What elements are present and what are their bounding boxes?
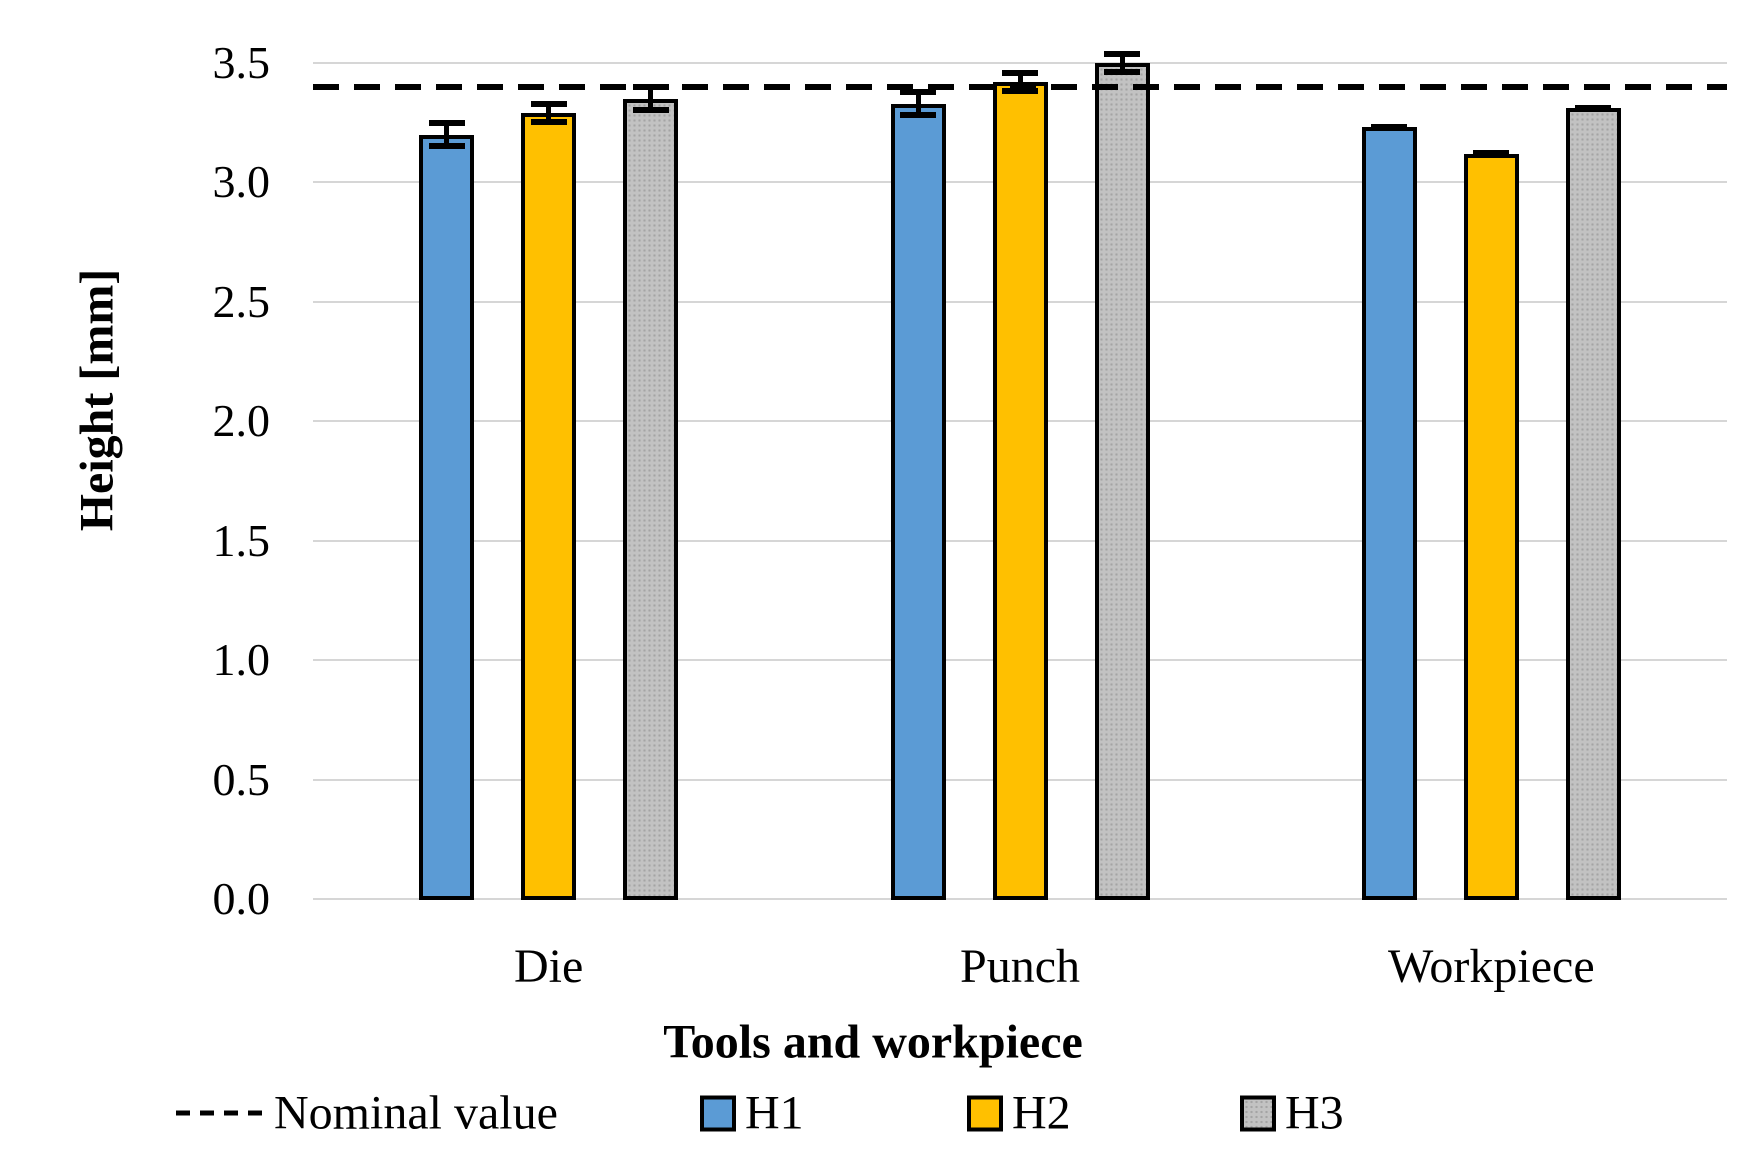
legend-label-h1: H1 <box>745 1086 804 1140</box>
error-bar-cap-bottom <box>900 111 936 118</box>
bar-h3-die <box>623 98 679 900</box>
error-bar-cap-bottom <box>428 142 465 149</box>
error-bar <box>915 89 921 118</box>
y-tick-label: 3.0 <box>212 156 271 208</box>
error-bar-cap-top <box>632 84 669 91</box>
error-bar <box>1119 50 1125 75</box>
y-tick-label: 2.5 <box>212 275 271 327</box>
y-tick-label: 1.5 <box>212 514 271 566</box>
error-bar-cap-bottom <box>530 119 567 125</box>
y-tick-label: 0.5 <box>212 753 271 805</box>
legend-item-nominal: Nominal value <box>176 1086 558 1141</box>
legend-label-h2: H2 <box>1012 1086 1071 1140</box>
x-axis-title: Tools and workpiece <box>663 1015 1083 1069</box>
y-tick-label: 0.0 <box>212 873 271 924</box>
error-bar-cap-top <box>900 89 936 96</box>
error-bar-cap-top <box>530 101 567 108</box>
legend-swatch-h2 <box>967 1095 1003 1131</box>
legend-swatch-h1 <box>700 1095 736 1131</box>
error-bar-cap-bottom <box>1002 87 1038 94</box>
error-bar <box>1017 70 1023 94</box>
error-bar-cap-top <box>1104 50 1140 57</box>
y-tick-label: 1.0 <box>212 634 271 686</box>
error-bar-cap-bottom <box>1473 150 1510 157</box>
error-bar-cap-bottom <box>632 107 669 114</box>
x-category-label: Punch <box>960 940 1080 993</box>
bar-h2-workpiece <box>1463 153 1519 900</box>
y-tick-label: 3.5 <box>212 36 271 88</box>
legend-item-h3: H3 <box>1240 1086 1344 1141</box>
error-bar-cap-top <box>1002 70 1038 77</box>
error-bar-cap-bottom <box>1104 68 1140 75</box>
bar-h3-punch <box>1094 62 1150 900</box>
legend-label-nominal: Nominal value <box>274 1086 558 1140</box>
error-bar <box>444 120 450 149</box>
legend-swatch-h3 <box>1240 1095 1276 1131</box>
bar-h1-die <box>419 134 475 900</box>
bar-h2-die <box>521 113 577 900</box>
bar-h1-punch <box>890 103 946 900</box>
x-category-label: Workpiece <box>1387 940 1595 993</box>
error-bar-cap-bottom <box>1371 123 1408 130</box>
legend-label-h3: H3 <box>1285 1086 1344 1140</box>
error-bar <box>546 101 552 125</box>
gridline <box>313 61 1727 64</box>
x-category-label: Die <box>514 940 584 993</box>
error-bar <box>648 84 654 114</box>
error-bar-cap-bottom <box>1575 104 1612 111</box>
bar-h1-workpiece <box>1361 127 1417 900</box>
error-bar-cap-top <box>428 120 465 127</box>
legend-item-h2: H2 <box>967 1086 1071 1141</box>
y-tick-label: 2.0 <box>212 395 271 447</box>
bar-h2-punch <box>992 82 1048 900</box>
dashed-line-icon <box>176 1110 266 1116</box>
legend-item-h1: H1 <box>700 1086 804 1141</box>
bar-h3-workpiece <box>1565 108 1621 900</box>
